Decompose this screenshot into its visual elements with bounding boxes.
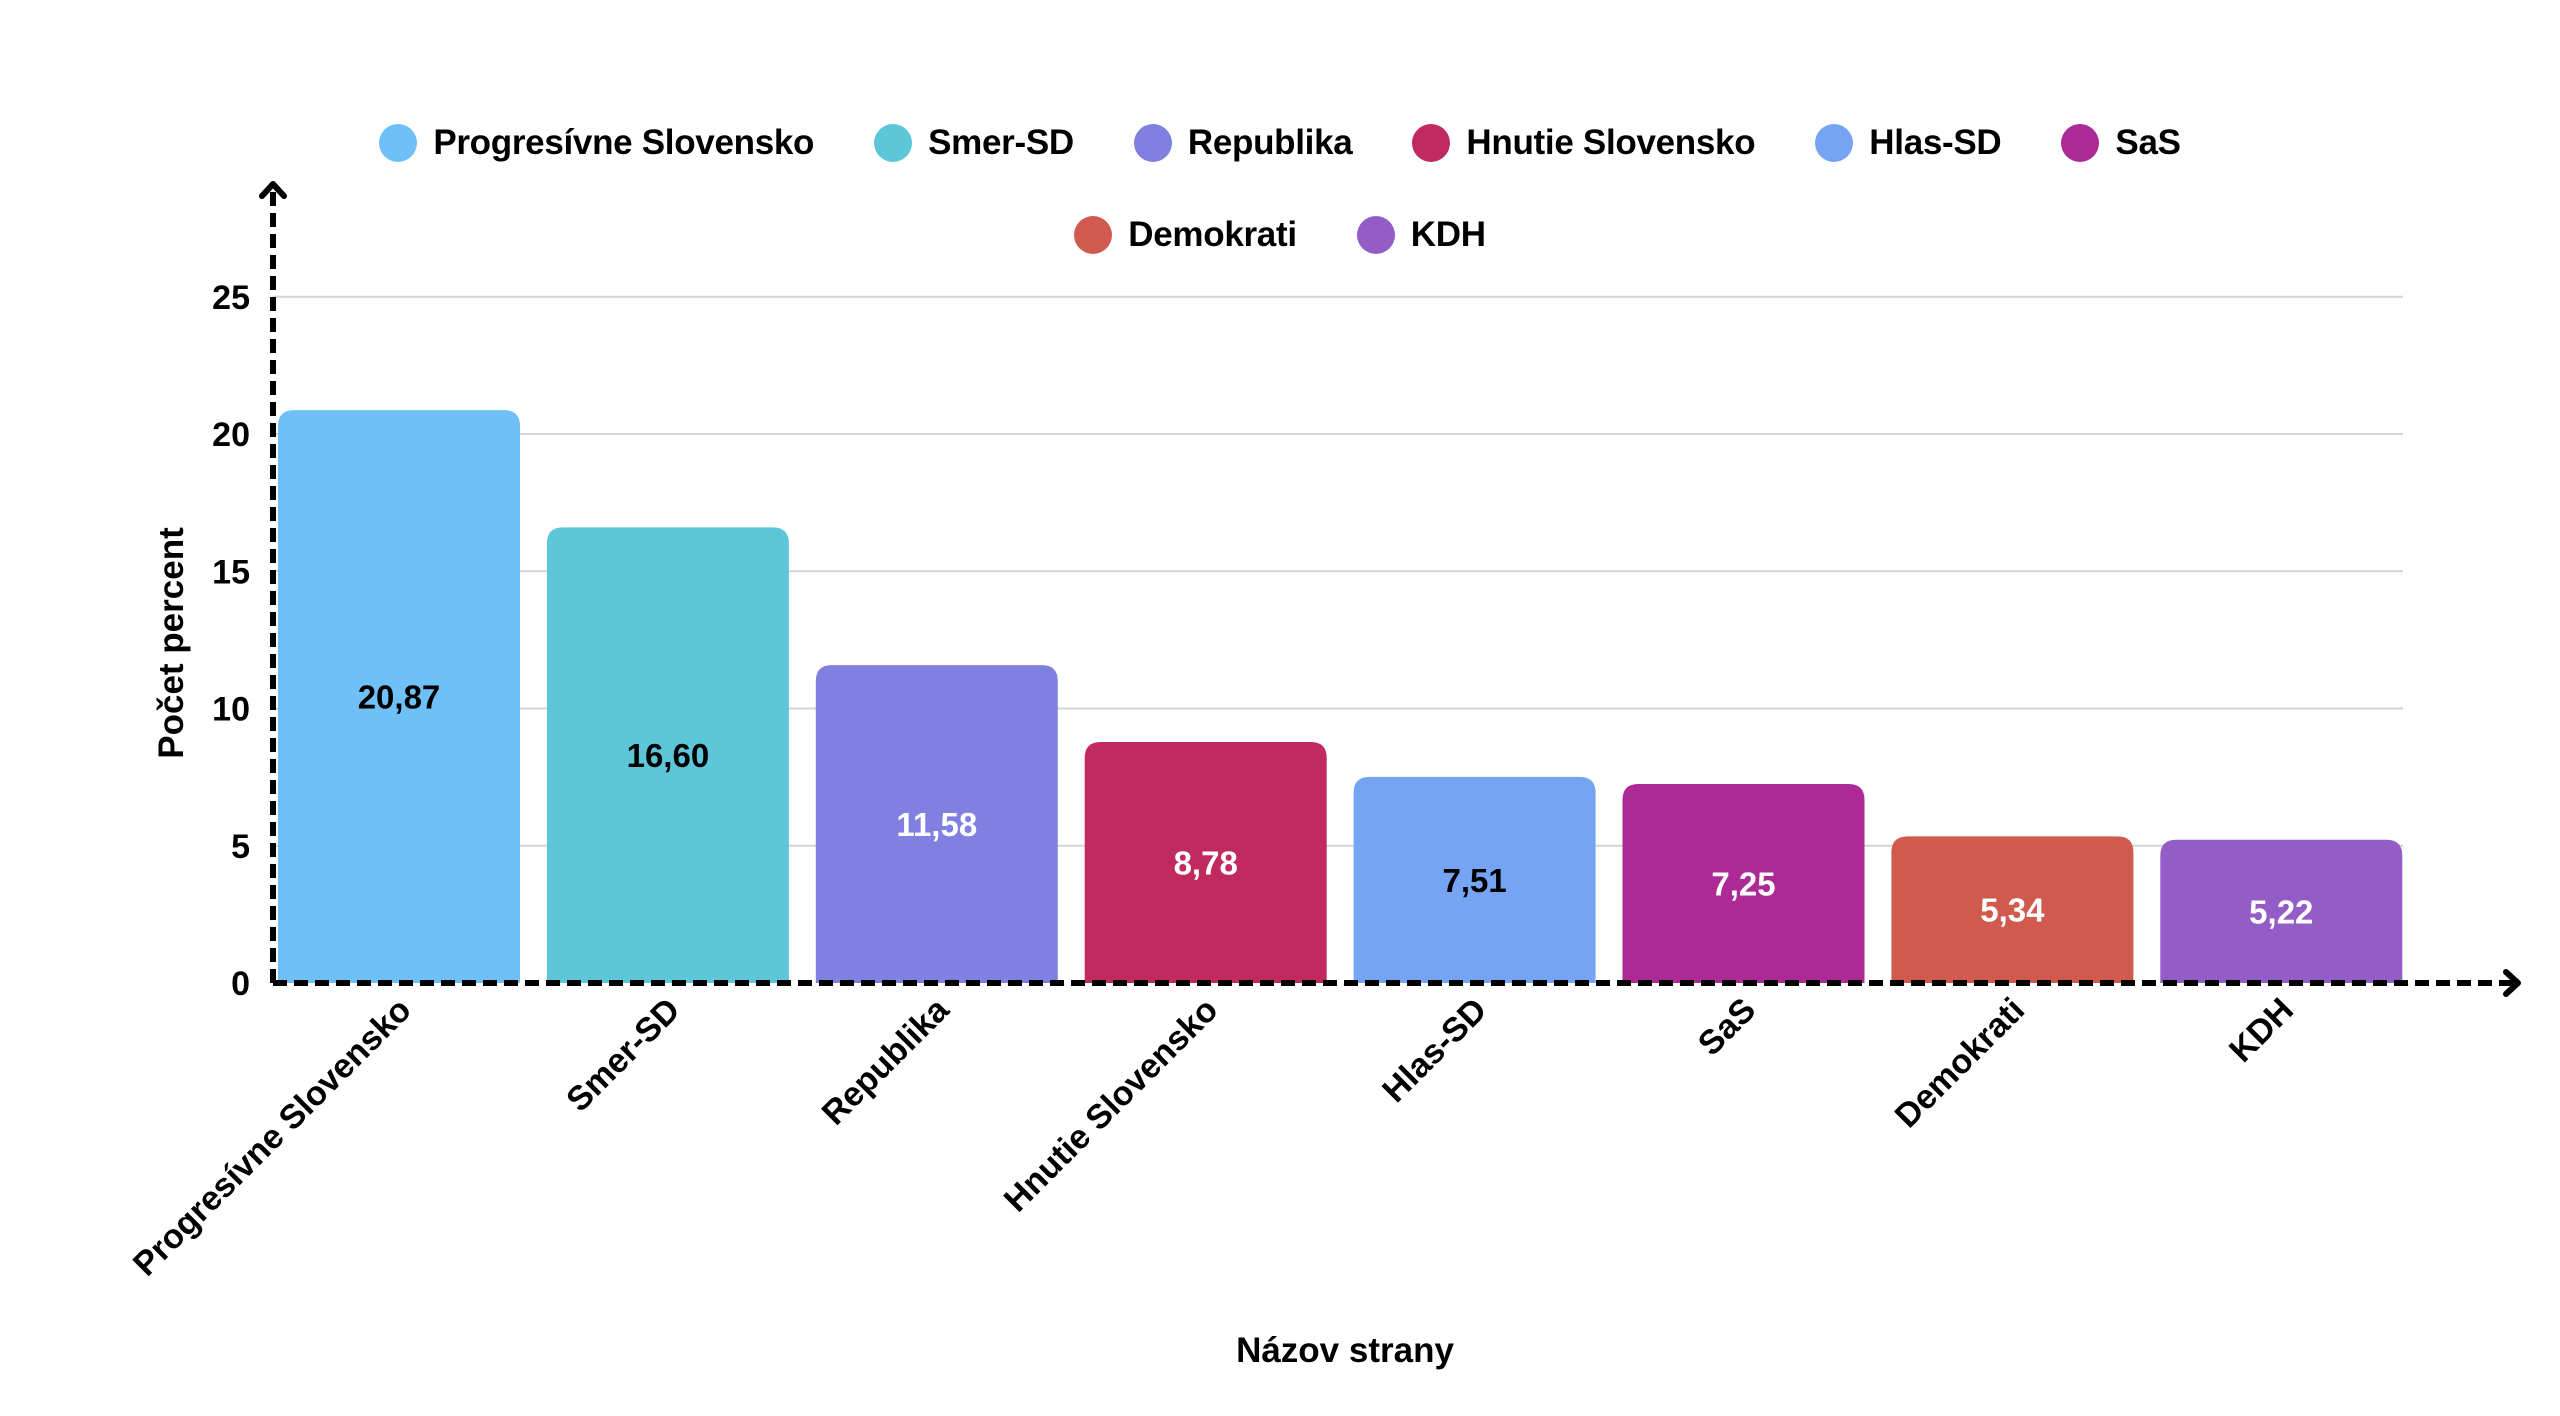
bar-value-label: 8,78 [1174,844,1238,881]
legend-label: Smer-SD [928,123,1074,162]
legend-dot-icon [379,124,418,162]
x-axis-title: Názov strany [1236,1331,1454,1370]
x-tick-labels: Progresívne Slovensko Smer-SD Republika Hnu… [126,990,2301,1284]
bar-value-label: 11,58 [896,806,977,843]
bar[interactable] [815,665,1058,983]
x-tick-label: Demokrati [1888,991,2032,1135]
legend-label: SaS [2115,123,2181,162]
legend-dot-icon [1074,216,1113,254]
y-tick-label: 0 [231,965,250,1003]
legend-row-2: Demokrati KDH [0,211,2560,259]
y-tick-label: 10 [212,691,250,729]
legend-dot-icon [874,124,913,162]
legend-item-republika[interactable]: Republika [1133,123,1353,163]
x-tick-label: Republika [815,990,958,1133]
x-tick-label: Hlas-SD [1375,991,1494,1110]
y-axis-arrow-icon [259,181,287,199]
bars: 20,87 16,60 11,58 8,78 7,51 7,25 5,34 5,22 [278,410,2403,983]
bar-value-label: 20,87 [358,679,441,716]
x-axis-arrow-icon [2503,969,2521,997]
bar-value-label: 7,51 [1442,862,1506,899]
bar[interactable] [278,410,520,983]
legend-dot-icon [1815,124,1854,162]
legend-item-smer-sd[interactable]: Smer-SD [874,123,1074,163]
bar[interactable] [1622,783,1865,983]
legend-item-demokrati[interactable]: Demokrati [1074,215,1297,255]
legend-label: Progresívne Slovensko [433,123,815,162]
bar-value-label: 7,25 [1711,865,1775,902]
x-tick-label: Smer-SD [559,991,687,1119]
bar[interactable] [2160,839,2403,983]
x-tick-label: SaS [1691,991,1763,1063]
bar-value-label: 5,22 [2249,893,2313,930]
axes [259,181,2521,997]
bar-value-label: 5,34 [1980,892,2045,929]
bar[interactable] [1353,776,1596,983]
x-tick-label: Progresívne Slovensko [126,991,419,1284]
legend-label: Hlas-SD [1869,123,2002,162]
bar[interactable] [1891,836,2134,983]
legend-label: Republika [1187,123,1353,162]
legend-item-hnutie-slovensko[interactable]: Hnutie Slovensko [1412,123,1756,163]
legend-item-progresivne-slovensko[interactable]: Progresívne Slovensko [379,123,814,163]
y-axis-title: Počet percent [152,527,191,759]
bar-value-label: 16,60 [627,737,710,774]
y-tick-label: 25 [212,279,250,317]
legend-dot-icon [1133,124,1172,162]
y-tick-labels: 0 5 10 15 20 25 [212,279,250,1003]
bar[interactable] [1084,741,1327,983]
legend-row-1: Progresívne Slovensko Smer-SD Republika … [0,119,2560,167]
legend-dot-icon [1412,124,1451,162]
x-tick-label: KDH [2222,991,2301,1070]
legend-label: Demokrati [1128,215,1297,254]
legend-label: Hnutie Slovensko [1466,123,1756,162]
bar[interactable] [546,527,789,983]
legend-item-hlas-sd[interactable]: Hlas-SD [1815,123,2002,163]
y-tick-label: 15 [212,553,250,591]
x-tick-label: Hnutie Slovensko [997,991,1226,1220]
legend-item-kdh[interactable]: KDH [1356,215,1486,255]
legend-label: KDH [1410,215,1486,254]
y-tick-label: 20 [212,416,250,454]
legend-dot-icon [2061,124,2100,162]
legend-dot-icon [1356,216,1395,254]
legend-item-sas[interactable]: SaS [2061,123,2181,163]
y-tick-label: 5 [231,828,250,866]
